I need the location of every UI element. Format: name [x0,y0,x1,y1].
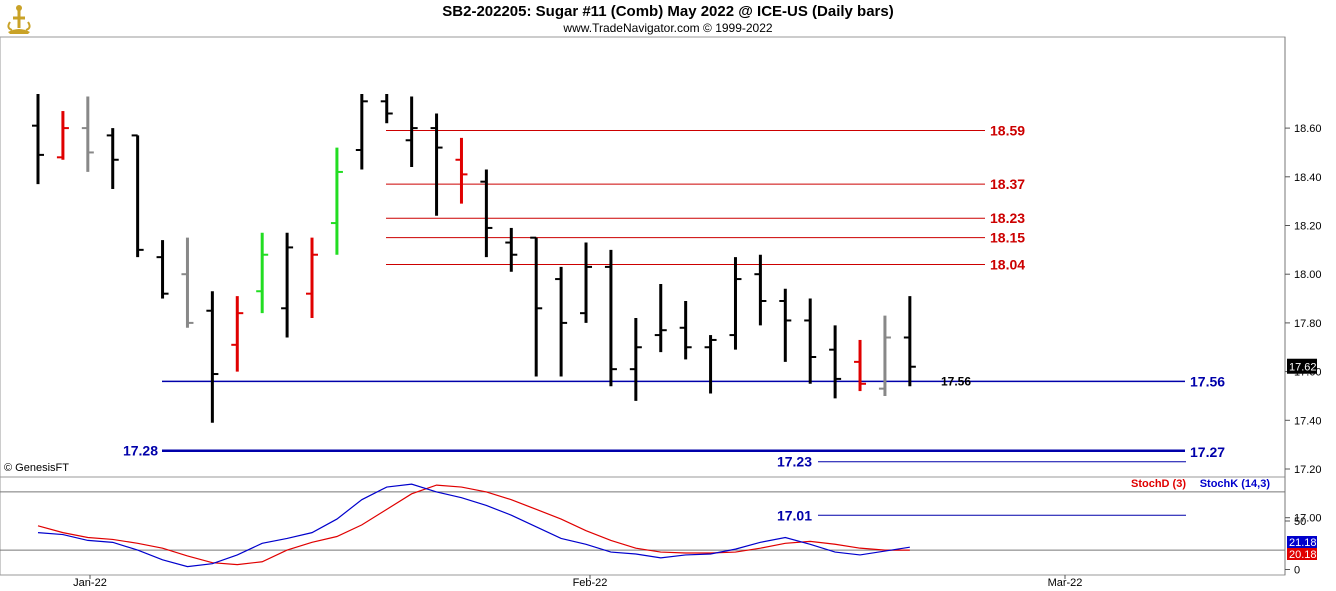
level-label-18.23: 18.23 [990,210,1025,226]
ohlc-bar [878,315,891,396]
last-price-badge [1287,358,1317,374]
support-annotation-label: 17.56 [941,374,971,388]
stoch-k-legend: StochK (14,3) [1199,478,1270,490]
ohlc-bar [231,296,244,372]
last-price-label: 17.62 [1289,362,1317,374]
stoch-layer [0,483,1285,568]
ohlc-bar [654,283,667,353]
ohlc-bar [629,318,642,401]
level-label-17.23: 17.23 [777,454,812,470]
ohlc-bar [181,237,194,328]
ohlc-bar [156,240,169,299]
ohlc-bar [131,134,144,258]
trade-navigator-logo [7,5,31,34]
x-tick-label: Feb-22 [573,577,608,589]
ohlc-bar [455,137,468,204]
ohlc-bar [56,111,69,160]
ohlc-bar [355,94,368,170]
ohlc-bar [729,257,742,350]
ohlc-bar [430,113,443,216]
x-tick-label: Mar-22 [1048,577,1083,589]
main-panel [0,36,1286,478]
ohlc-bar [854,339,867,392]
x-tick-label: Jan-22 [73,577,107,589]
copyright-label: © GenesisFT [4,462,69,474]
ohlc-bar [106,128,119,189]
y-tick-label: 17.20 [1294,464,1322,476]
ohlc-bar [480,169,493,258]
level-label-17.01: 17.01 [777,507,812,523]
level-label-17.28: 17.28 [123,443,158,459]
ohlc-bar [704,335,717,394]
level-label-17.56: 17.56 [1190,373,1225,389]
ohlc-bar [679,300,692,360]
chart-subtitle: www.TradeNavigator.com © 1999-2022 [563,21,773,35]
axis-layer: 18.6018.4018.2018.0017.8017.6017.4017.20… [73,123,1321,589]
y-tick-label: 17.80 [1294,318,1322,330]
y-tick-label: 18.20 [1294,221,1322,233]
ohlc-bar [505,227,518,272]
ohlc-bar [81,96,94,172]
y-tick-label: 17.00 [1294,513,1322,525]
stoch-y-tick-label: 0 [1294,565,1300,577]
ohlc-bar [555,266,568,377]
ohlc-bar [206,291,219,423]
ohlc-bar [405,96,418,168]
ohlc-bar [330,147,343,255]
stoch-panel [0,476,1286,576]
chart-title: SB2-202205: Sugar #11 (Comb) May 2022 @ … [442,3,894,20]
ohlc-bar [380,94,393,124]
y-tick-label: 18.60 [1294,123,1322,135]
level-label-18.04: 18.04 [990,256,1025,272]
ohlc-bar [754,254,767,326]
stoch-series-line [37,484,910,566]
stoch-last-label: 20.18 [1289,549,1317,561]
ohlc-bar [779,288,792,362]
stoch-last-label: 21.18 [1289,537,1317,549]
stoch-d-legend: StochD (3) [1131,478,1186,490]
ohlc-bar [903,296,916,387]
bars-layer [32,94,916,423]
ohlc-bar [306,237,319,319]
y-tick-label: 18.00 [1294,269,1322,281]
level-label-18.37: 18.37 [990,176,1025,192]
stoch-series-line [37,483,910,568]
ohlc-bar [604,249,617,387]
ohlc-bar [829,325,842,399]
ohlc-bar [281,232,294,338]
ohlc-bar [580,242,593,323]
y-tick-label: 17.40 [1294,415,1322,427]
stoch-last-badge [1287,536,1317,548]
level-label-17.27: 17.27 [1190,444,1225,460]
ohlc-bar [32,94,44,185]
ohlc-bar [256,232,269,314]
level-label-18.59: 18.59 [990,123,1025,139]
stoch-last-badge [1287,548,1317,560]
ohlc-bar [530,236,543,377]
level-label-18.15: 18.15 [990,230,1025,246]
stoch-y-tick-label: 50 [1294,516,1306,528]
levels-layer: 18.59 18.37 18.23 18.15 18.04 17.56 17.28 17.27… [123,123,1225,524]
y-tick-label: 18.40 [1294,172,1322,184]
ohlc-bar [804,298,817,384]
